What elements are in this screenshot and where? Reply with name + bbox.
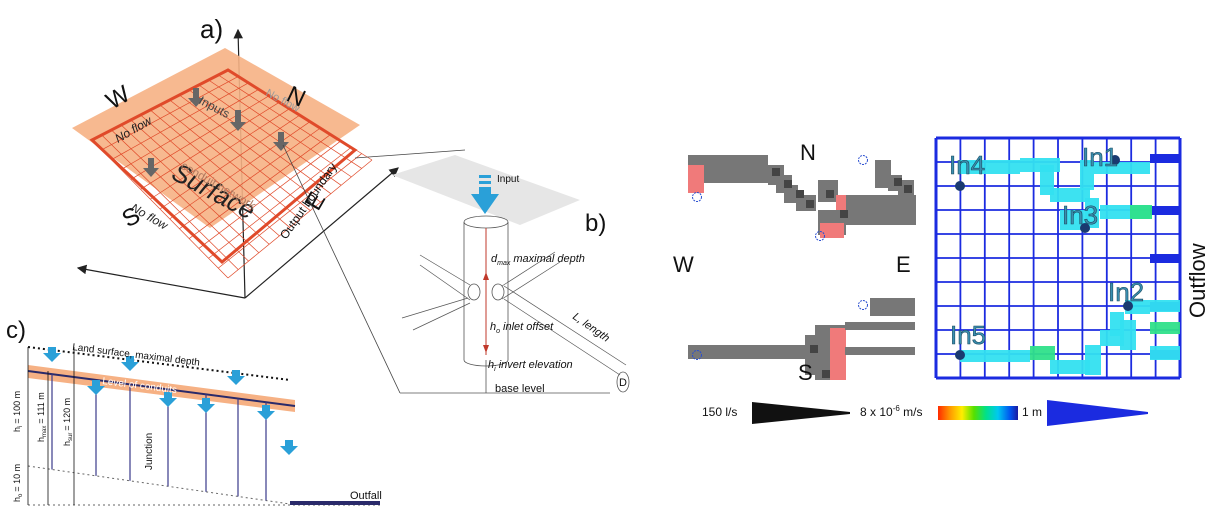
legend-depth-wedge (1047, 400, 1148, 426)
inlet-label-1: In1 (1082, 142, 1119, 173)
outflow-label: Outflow (1185, 243, 1208, 318)
land-surface-line (27, 346, 291, 381)
diameter-label: D (619, 377, 627, 389)
ho-label: ho= 10 m (12, 464, 24, 502)
map-east-label: E (896, 252, 911, 277)
hi-label: hi= 100 m (12, 391, 24, 432)
map-south-label: S (798, 360, 813, 385)
flow-pipes (688, 155, 916, 380)
panel-c: c) Land surface, maximal depth Level of … (6, 317, 382, 506)
panel-a: a) N W S E Surface Inputs No flow No flo… (72, 14, 466, 394)
input-label: Input (497, 174, 519, 185)
inlet-offset-label: ho inlet offset (490, 321, 554, 335)
legend: 150 l/s 8 x 10-6 m/s 1 m (702, 400, 1148, 426)
panel-b: Input b) dmax maximal depth ho inlet offse… (392, 155, 630, 395)
axis-x (76, 264, 246, 299)
input-arrow (471, 187, 499, 214)
panel-c-label: c) (6, 317, 26, 344)
axis-y (244, 167, 399, 299)
panel-b-label: b) (585, 210, 606, 237)
base-level-label: base level (495, 383, 545, 395)
junction-label: Junction (144, 433, 155, 470)
depth-map: Outflow (934, 136, 1208, 380)
inlet-label-4: In4 (949, 150, 986, 181)
length-label: L, length (570, 311, 611, 345)
level-conduits-label: Level of conduits (102, 376, 178, 396)
map-north-label: N (800, 140, 816, 165)
inlet-label-2: In2 (1108, 277, 1145, 308)
zoom-line-1 (282, 144, 401, 394)
invert-elevation-label: hi invert elevation (488, 359, 573, 373)
junction-lines (51, 374, 267, 501)
legend-flow-label: 150 l/s (702, 405, 737, 419)
legend-velocity-bar (938, 406, 1018, 420)
flow-map: N S W E (673, 140, 916, 385)
conduit-boundary (89, 68, 358, 265)
inflow-arrows (43, 347, 298, 455)
outfall-label: Outfall (350, 490, 382, 502)
hmax-label: hmax= 111 m (36, 392, 48, 442)
inlet-markers (955, 155, 1133, 360)
zoom-line-2 (354, 149, 466, 159)
legend-depth-label: 1 m (1022, 405, 1042, 419)
surface-grid (91, 69, 373, 279)
inlet-label-5: In5 (950, 320, 987, 351)
inlet-label-3: In3 (1062, 200, 1099, 231)
map-west-label: W (673, 252, 694, 277)
pipe-end (616, 371, 630, 393)
surface-layer (72, 48, 360, 228)
conduit-line (27, 370, 296, 407)
panel-a-label: a) (200, 14, 223, 44)
outfall-bar (290, 501, 380, 505)
max-depth-label: dmax maximal depth (491, 253, 585, 267)
hsur-label: hsur= 120 m (62, 398, 74, 446)
legend-velocity-label: 8 x 10-6 m/s (860, 404, 923, 419)
legend-flow-wedge (752, 402, 850, 424)
velocity-paths (960, 158, 1180, 375)
input-arrows (143, 88, 289, 177)
